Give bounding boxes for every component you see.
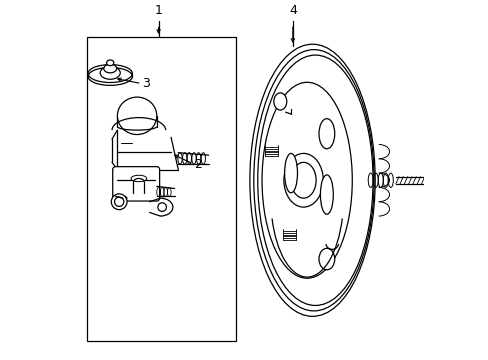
Text: 1: 1 — [154, 4, 162, 17]
Ellipse shape — [253, 50, 373, 311]
Ellipse shape — [257, 55, 372, 305]
Ellipse shape — [117, 97, 157, 135]
Ellipse shape — [131, 175, 146, 182]
Ellipse shape — [320, 175, 333, 214]
Text: 2: 2 — [194, 158, 202, 171]
Ellipse shape — [111, 194, 127, 210]
Ellipse shape — [100, 66, 120, 79]
Ellipse shape — [114, 197, 123, 206]
Bar — [87, 37, 235, 341]
Ellipse shape — [249, 44, 374, 316]
Ellipse shape — [158, 203, 166, 211]
Ellipse shape — [262, 82, 351, 278]
Ellipse shape — [318, 248, 334, 270]
Ellipse shape — [318, 119, 334, 149]
Ellipse shape — [103, 64, 117, 73]
Ellipse shape — [88, 67, 132, 85]
Ellipse shape — [106, 60, 114, 66]
Ellipse shape — [284, 153, 297, 193]
Text: 4: 4 — [288, 4, 296, 17]
Ellipse shape — [273, 93, 286, 110]
FancyBboxPatch shape — [113, 167, 159, 201]
Ellipse shape — [290, 162, 315, 198]
Text: 3: 3 — [142, 77, 150, 90]
Ellipse shape — [284, 153, 323, 207]
